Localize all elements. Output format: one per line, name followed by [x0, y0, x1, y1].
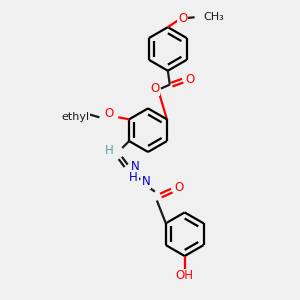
Text: H: H: [129, 171, 138, 184]
Text: CH₃: CH₃: [203, 12, 224, 22]
Text: O: O: [178, 12, 187, 25]
Text: O: O: [185, 73, 194, 86]
Text: O: O: [150, 82, 160, 95]
Text: N: N: [142, 175, 151, 188]
Text: H: H: [104, 145, 113, 158]
Text: N: N: [131, 160, 140, 173]
Text: O: O: [104, 107, 113, 120]
Text: ethyl: ethyl: [61, 112, 89, 122]
Text: O: O: [174, 181, 183, 194]
Text: OH: OH: [176, 269, 194, 282]
